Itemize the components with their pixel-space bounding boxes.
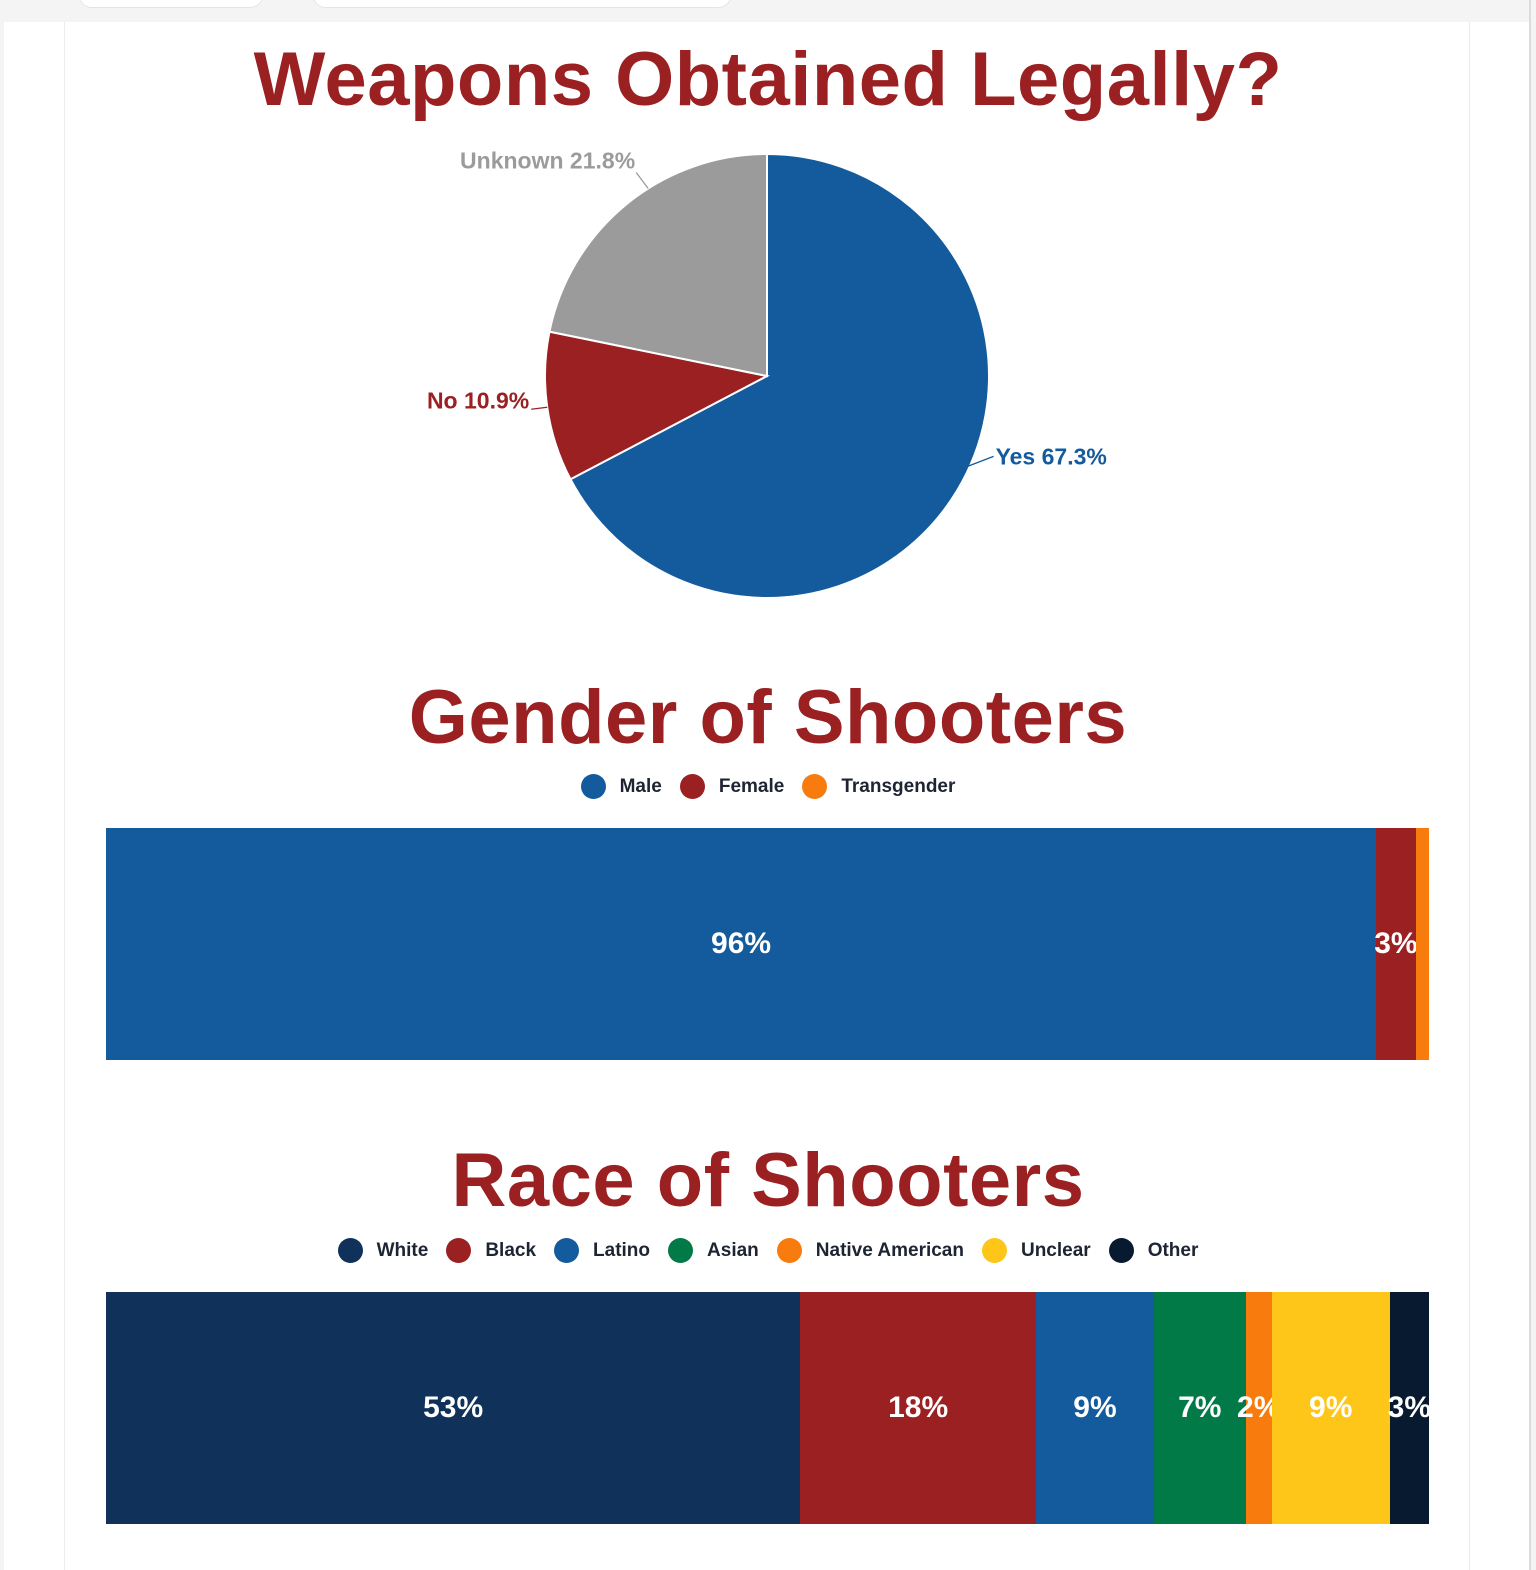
legend-swatch xyxy=(554,1238,580,1263)
gender-bar-label: 3% xyxy=(1374,927,1418,960)
race-legend-item-asian[interactable]: Asian xyxy=(668,1238,759,1263)
race-bar-label: 9% xyxy=(1073,1391,1117,1424)
pie-leader-line-yes xyxy=(967,455,994,468)
legend-label: Other xyxy=(1147,1239,1199,1261)
gender-chart-title: Gender of Shooters xyxy=(408,675,1128,760)
legend-label: White xyxy=(376,1239,429,1261)
race-bar-segment-white[interactable]: 53% xyxy=(106,1292,801,1524)
gender-bar-label: 96% xyxy=(711,927,772,960)
legend-label: Latino xyxy=(593,1239,651,1261)
pie-label-no: No 10.9% xyxy=(427,387,529,413)
legend-swatch xyxy=(802,774,828,799)
race-legend-item-other[interactable]: Other xyxy=(1108,1238,1199,1263)
legend-label: Native American xyxy=(815,1239,964,1261)
gender-legend-item-female[interactable]: Female xyxy=(679,774,785,799)
legend-swatch xyxy=(668,1238,694,1263)
legend-swatch xyxy=(776,1238,802,1263)
pie-leader-line-unknown xyxy=(635,172,649,189)
legend-label: Male xyxy=(619,775,662,797)
pie-label-yes: Yes 67.3% xyxy=(996,443,1107,469)
race-bar-label: 7% xyxy=(1178,1391,1222,1424)
legend-swatch xyxy=(580,774,606,799)
race-bar-segment-latino[interactable]: 9% xyxy=(1036,1292,1154,1524)
race-bar-segment-other[interactable]: 3% xyxy=(1387,1292,1432,1524)
pie-chart: Yes 67.3% No 10.9% Unknown 21.8% xyxy=(427,147,1107,599)
race-legend: White Black Latino Asian Native American Uncl… xyxy=(0,1238,1536,1263)
race-bar-segment-native-american[interactable]: 2% xyxy=(1237,1292,1280,1524)
race-bar-segment-black[interactable]: 18% xyxy=(800,1292,1037,1524)
gender-bar-segment-transgender[interactable] xyxy=(1415,828,1429,1060)
race-legend-item-latino[interactable]: Latino xyxy=(554,1238,650,1263)
legend-label: Female xyxy=(718,775,785,797)
legend-swatch xyxy=(981,1238,1007,1263)
race-legend-item-unclear[interactable]: Unclear xyxy=(981,1238,1091,1263)
pie-label-unknown: Unknown 21.8% xyxy=(460,147,635,173)
race-bar-label: 9% xyxy=(1309,1391,1353,1424)
race-bar-segment-unclear[interactable]: 9% xyxy=(1271,1292,1390,1524)
gender-bar-segment-female[interactable]: 3% xyxy=(1374,828,1418,1060)
race-stacked-bar: 53% 18% 9% 7% 2% 9% 3% xyxy=(106,1292,1432,1524)
race-bar-segment-asian[interactable]: 7% xyxy=(1153,1292,1246,1524)
pie-slice-no[interactable] xyxy=(544,330,770,481)
legend-swatch xyxy=(337,1238,363,1263)
browser-top-strip xyxy=(0,0,1536,22)
legend-swatch xyxy=(679,774,705,799)
legend-label: Unclear xyxy=(1020,1239,1091,1261)
legend-swatch xyxy=(446,1238,472,1263)
race-legend-item-native-american[interactable]: Native American xyxy=(776,1238,964,1263)
legend-swatch xyxy=(1108,1238,1134,1263)
race-legend-item-black[interactable]: Black xyxy=(446,1238,536,1263)
race-bar-label: 53% xyxy=(423,1391,484,1424)
gender-stacked-bar: 96% 3% xyxy=(106,828,1429,1060)
pie-chart-title: Weapons Obtained Legally? xyxy=(253,37,1283,122)
legend-label: Black xyxy=(485,1239,537,1261)
legend-label: Asian xyxy=(707,1239,759,1261)
pie-slice-yes[interactable] xyxy=(569,152,990,599)
race-bar-label: 18% xyxy=(888,1391,949,1424)
gender-legend-item-male[interactable]: Male xyxy=(580,774,662,799)
race-chart-title: Race of Shooters xyxy=(451,1138,1085,1223)
pie-slice-unknown[interactable] xyxy=(548,152,768,378)
race-legend-item-white[interactable]: White xyxy=(337,1238,429,1263)
legend-label: Transgender xyxy=(841,775,956,797)
gender-legend-item-transgender[interactable]: Transgender xyxy=(802,774,955,799)
gender-bar-segment-male[interactable]: 96% xyxy=(106,828,1377,1060)
scrollbar-track[interactable] xyxy=(1529,0,1531,1570)
race-bar-label: 3% xyxy=(1387,1391,1432,1424)
gender-legend: Male Female Transgender xyxy=(0,774,1536,799)
pie-leader-line-no xyxy=(531,406,548,410)
